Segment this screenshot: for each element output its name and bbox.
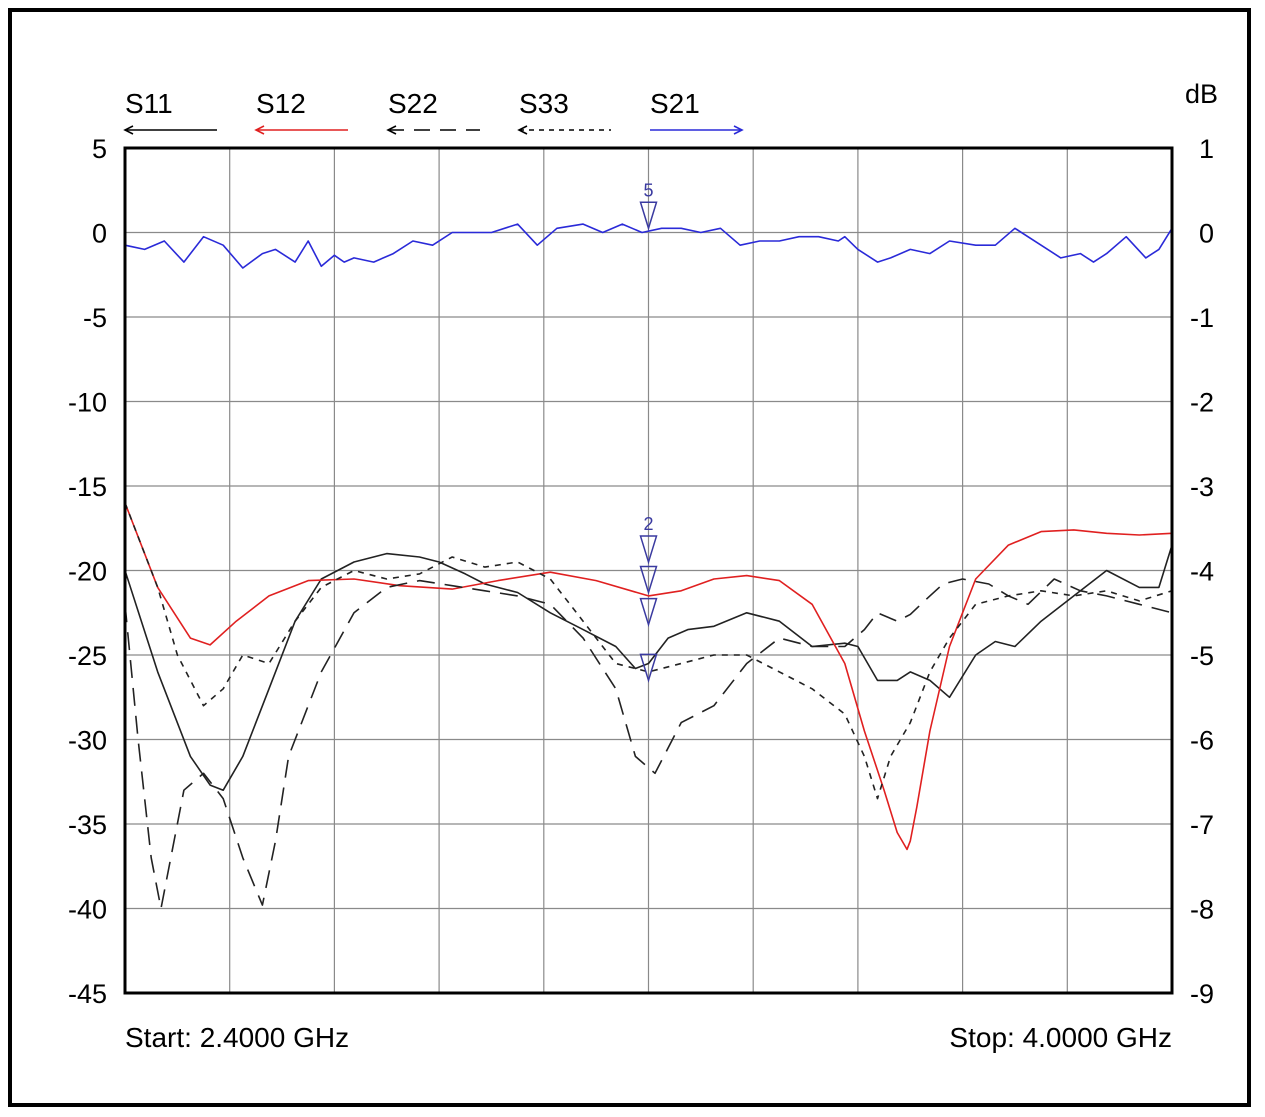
legend-arrow-left [123,125,134,135]
legend-arrow-left [517,125,528,135]
series-line-s33 [124,502,1173,800]
legend-arrow-left [386,125,397,135]
right-tick-label: -7 [1190,810,1214,840]
legend-label-s12: S12 [256,88,306,119]
left-tick-label: 5 [92,134,107,164]
right-axis-ticks: 1 0 -1 -2 -3 -4 -5 -6 -7 -8 -9 [1190,134,1214,1009]
plot-border [123,146,1174,995]
right-tick-label: -9 [1190,979,1214,1009]
right-tick-label: -4 [1190,557,1214,587]
marker-4 [639,565,658,596]
series-layer [124,223,1173,910]
marker-1 [639,653,658,683]
right-tick-label: -1 [1190,303,1214,333]
stop-frequency-label: Stop: 4.0000 GHz [949,1022,1172,1053]
right-tick-label: -2 [1190,388,1214,418]
legend-arrow-right [733,125,744,135]
marker-layer: 52431 [639,180,658,683]
legend-label-s22: S22 [388,88,438,119]
left-tick-label: 0 [92,219,107,249]
marker-5 [639,201,658,231]
series-line-s22 [124,578,1173,910]
start-frequency-label: Start: 2.4000 GHz [125,1022,349,1053]
legend-label-s33: S33 [519,88,569,119]
left-tick-label: -10 [68,388,107,418]
left-tick-label: -5 [83,303,107,333]
chart-frame [8,8,1251,1107]
series-line-s12 [124,502,1173,851]
right-tick-label: 1 [1199,134,1214,164]
marker-3 [639,597,658,628]
left-tick-label: -25 [68,641,107,671]
right-tick-label: 0 [1199,219,1214,249]
left-tick-label: -20 [68,557,107,587]
left-axis-ticks: 5 0 -5 -10 -15 -20 -25 -30 -35 -40 -45 [68,134,107,1009]
grid [125,148,1172,993]
left-tick-label: -30 [68,726,107,756]
marker-2 [639,535,658,565]
right-tick-label: -6 [1190,726,1214,756]
left-tick-label: -45 [68,979,107,1009]
legend-arrow-left [254,125,265,135]
right-tick-label: -3 [1190,472,1214,502]
right-tick-label: -8 [1190,895,1214,925]
left-tick-label: -40 [68,895,107,925]
marker-label-5: 5 [643,180,653,200]
right-axis-unit: dB [1185,79,1218,109]
marker-label-2: 2 [643,514,653,534]
legend-label-s21: S21 [650,88,700,119]
left-tick-label: -35 [68,810,107,840]
legend-label-s11: S11 [125,88,173,119]
right-tick-label: -5 [1190,641,1214,671]
legend: S11 S12 S22 S33 S21 [123,88,744,135]
series-line-s21 [124,223,1173,269]
left-tick-label: -15 [68,472,107,502]
